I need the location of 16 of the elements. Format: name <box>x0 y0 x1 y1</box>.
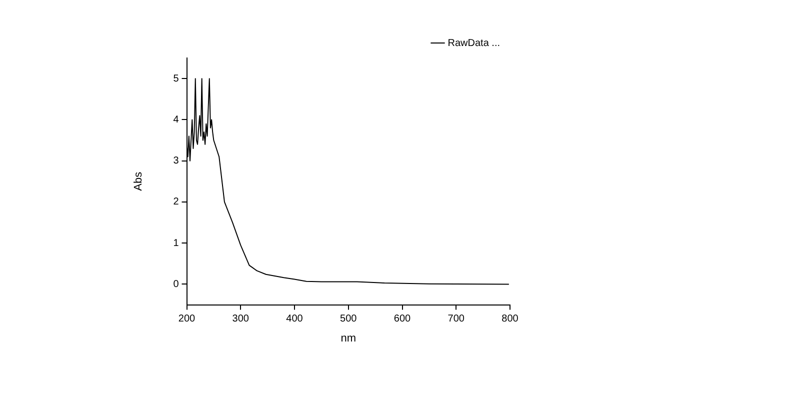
y-tick-label: 1 <box>173 238 180 249</box>
y-tick-label: 4 <box>173 114 180 126</box>
x-tick-label: 700 <box>448 314 465 325</box>
x-tick-label: 500 <box>340 314 358 325</box>
x-tick-label: 200 <box>178 314 196 325</box>
y-tick-label: 0 <box>173 278 180 290</box>
x-tick-label: 400 <box>286 314 304 325</box>
y-tick-label: 5 <box>173 73 180 84</box>
y-axis-title: Abs <box>132 171 145 191</box>
y-tick-label: 2 <box>173 196 180 208</box>
x-tick-label: 800 <box>502 314 519 325</box>
legend-label: RawData ... <box>448 38 500 49</box>
y-tick-label: 3 <box>173 156 180 167</box>
x-axis-title: nm <box>340 332 356 344</box>
x-tick-label: 300 <box>232 314 250 325</box>
x-tick-label: 600 <box>394 314 412 325</box>
